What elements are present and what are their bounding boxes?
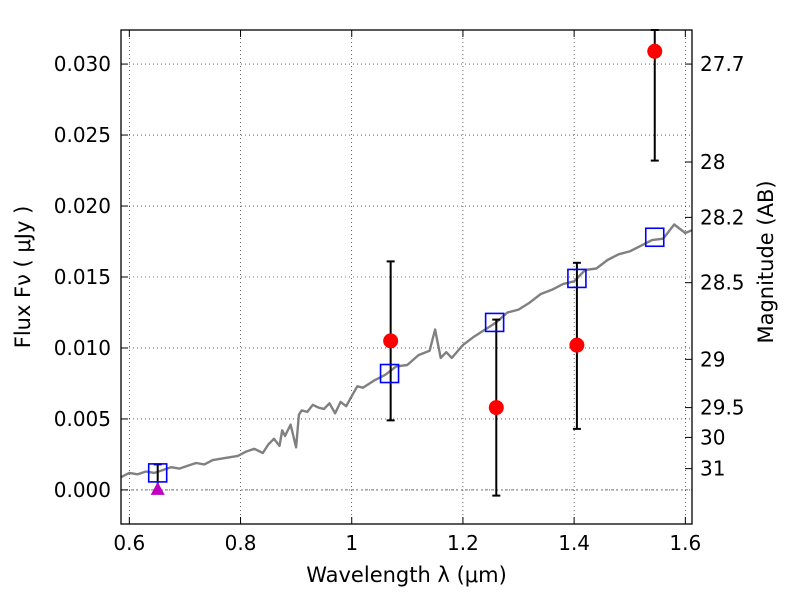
- x-tick-label: 1.6: [669, 531, 701, 555]
- x-tick-labels: 0.6 0.8 1 1.2 1.4 1.6: [113, 531, 701, 555]
- error-bars-layer: [153, 29, 659, 497]
- y-tick-labels: 0.000 0.005 0.010 0.015 0.020 0.025 0.030: [54, 52, 111, 502]
- model-spectrum-line: [120, 223, 693, 479]
- model-flux-square: [484, 312, 505, 333]
- magnitude-tick-label: 28.5: [700, 271, 745, 295]
- axis-ticks: [121, 30, 692, 524]
- x-tick-label: 0.6: [113, 531, 145, 555]
- magnitude-tick-label: 31: [700, 457, 725, 481]
- y-tick-label: 0.025: [54, 123, 111, 147]
- magnitude-tick-label: 27.7: [700, 52, 745, 76]
- observed-flux-point: [569, 337, 585, 353]
- plot-frame: [120, 29, 693, 525]
- observed-flux-point: [647, 43, 663, 59]
- y-tick-label: 0.005: [54, 407, 111, 431]
- observed-flux-point: [383, 333, 399, 349]
- observed-flux-point: [488, 400, 504, 416]
- y-axis-title: Flux Fν ( μJy ): [11, 206, 35, 349]
- x-axis-title: Wavelength λ (μm): [306, 563, 507, 587]
- y-tick-label: 0.010: [54, 336, 111, 360]
- grid-lines: [121, 30, 692, 524]
- model-flux-square: [567, 268, 587, 289]
- upper-limit-triangle: [150, 481, 165, 495]
- x-tick-label: 1.4: [558, 531, 590, 555]
- model-spectrum-layer: [120, 223, 693, 479]
- magnitude-axis-title: Magnitude (AB): [754, 180, 778, 343]
- y-tick-label: 0.015: [54, 265, 111, 289]
- y-tick-label: 0.030: [54, 52, 111, 76]
- x-tick-label: 0.8: [225, 531, 257, 555]
- observed-flux-points: [383, 43, 663, 416]
- model-flux-square: [147, 463, 168, 483]
- magnitude-tick-label: 29: [700, 347, 725, 371]
- y-tick-label: 0.000: [54, 478, 111, 502]
- magnitude-tick-label: 28: [700, 150, 725, 174]
- magnitude-tick-label: 30: [700, 425, 725, 449]
- magnitude-tick-label: 29.5: [700, 396, 745, 420]
- magnitude-tick-labels: 27.7 28 28.2 28.5 29 29.5 30 31: [700, 52, 745, 481]
- y-tick-label: 0.020: [54, 194, 111, 218]
- magnitude-tick-label: 28.2: [700, 205, 745, 229]
- x-tick-label: 1.2: [447, 531, 479, 555]
- upper-limit-markers: [150, 481, 165, 495]
- model-flux-square: [379, 363, 400, 384]
- model-photometry-squares: [147, 227, 665, 483]
- x-tick-label: 1: [345, 531, 358, 555]
- model-flux-square: [644, 227, 665, 248]
